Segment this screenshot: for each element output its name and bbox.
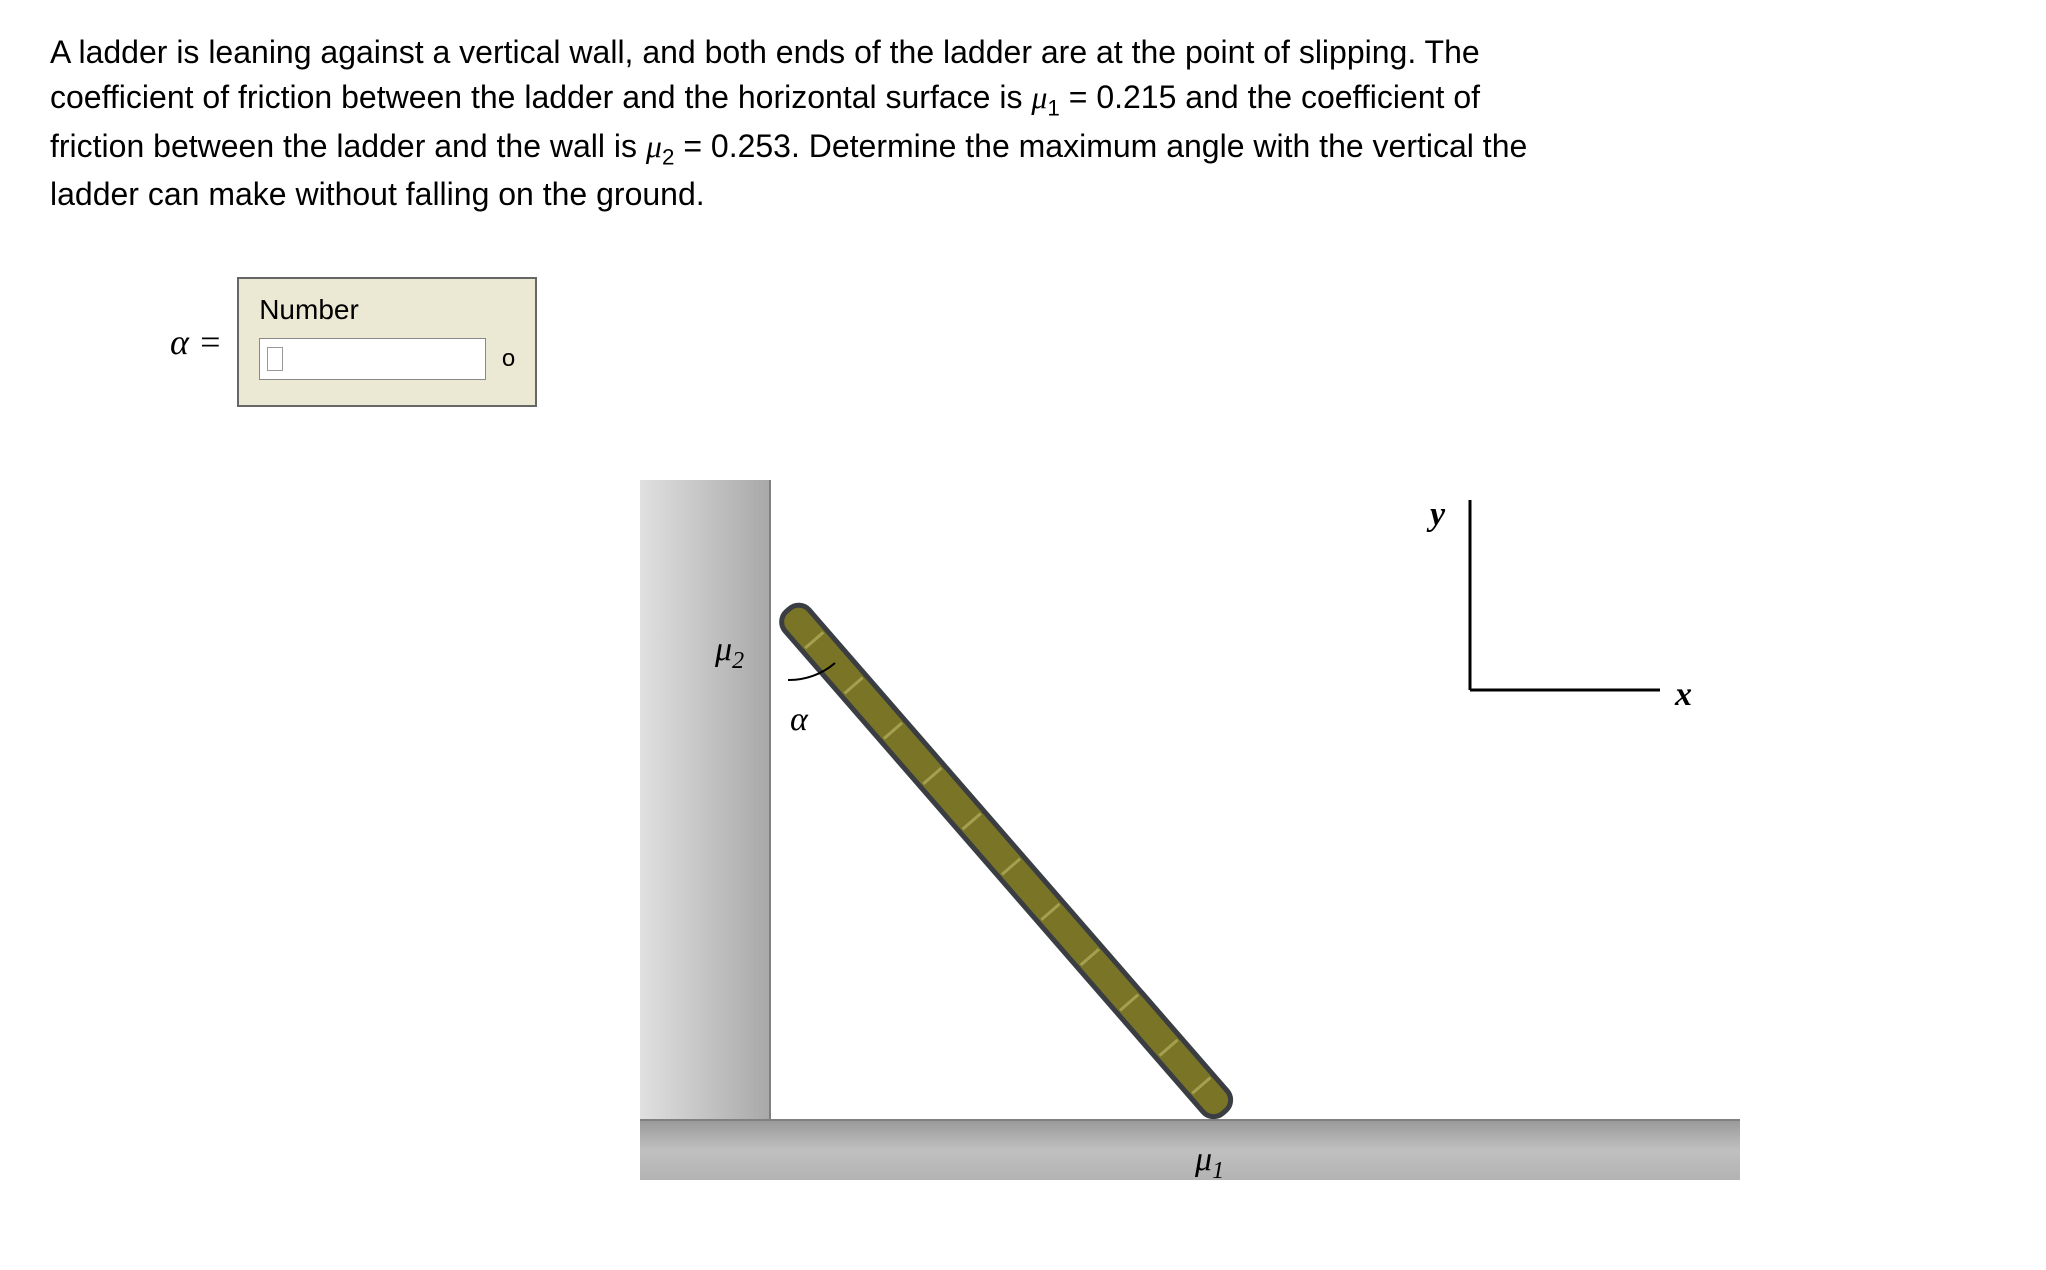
mu2-var: μ xyxy=(646,128,662,164)
y-axis-label: y xyxy=(1426,496,1446,533)
x-axis-label: x xyxy=(1674,676,1692,713)
alpha-label: α = xyxy=(170,321,222,363)
mu1-sub: 1 xyxy=(1047,95,1059,120)
input-cursor-marker xyxy=(267,347,283,371)
physics-diagram: μ2 α μ1 y x xyxy=(640,480,1740,1180)
degree-unit: o xyxy=(502,345,515,373)
ladder xyxy=(776,600,1236,1123)
text-3a: friction between the ladder and the wall… xyxy=(50,128,646,164)
mu1-var: μ xyxy=(1031,79,1047,115)
floor xyxy=(640,1120,1740,1180)
wall xyxy=(640,480,770,1180)
coordinate-axes: y x xyxy=(1426,496,1692,713)
text-4: ladder can make without falling on the g… xyxy=(50,176,705,212)
text-1: A ladder is leaning against a vertical w… xyxy=(50,34,1480,70)
mu2-val: = 0.253. Determine the maximum angle wit… xyxy=(674,128,1527,164)
problem-statement: A ladder is leaning against a vertical w… xyxy=(50,30,1950,217)
alpha-input[interactable] xyxy=(259,338,486,380)
mu2-sub: 2 xyxy=(662,144,674,169)
number-label: Number xyxy=(259,294,515,326)
diagram-svg: μ2 α μ1 y x xyxy=(640,480,1740,1180)
answer-section: α = Number o xyxy=(170,277,1996,407)
text-2a: coefficient of friction between the ladd… xyxy=(50,79,1031,115)
alpha-label-diagram: α xyxy=(790,701,809,738)
number-input-box: Number o xyxy=(237,277,537,407)
mu1-val: = 0.215 and the coefficient of xyxy=(1060,79,1480,115)
